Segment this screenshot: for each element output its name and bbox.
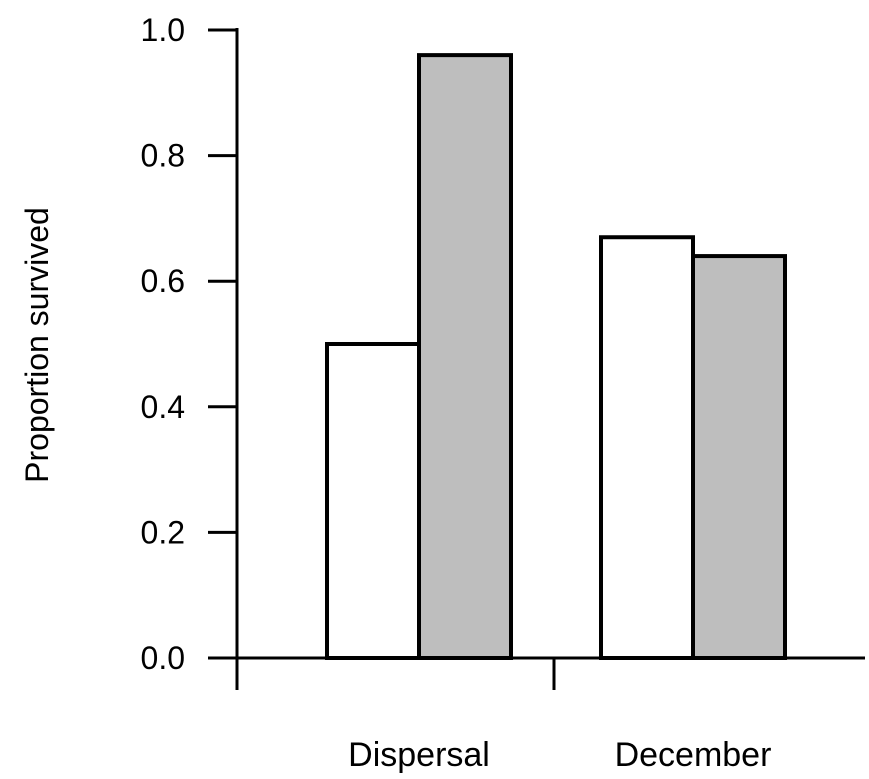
y-tick-label-0.6: 0.6 <box>141 263 185 299</box>
y-tick-label-0.0: 0.0 <box>141 640 185 676</box>
y-tick-label-0.8: 0.8 <box>141 138 185 174</box>
bar-dispersal-1 <box>325 342 421 660</box>
bar-december-2 <box>691 254 787 660</box>
bars-group <box>325 53 787 661</box>
y-tick-label-0.2: 0.2 <box>141 514 185 550</box>
y-tick-label-0.4: 0.4 <box>141 389 185 425</box>
y-axis-title: Proportion survived <box>19 207 55 483</box>
bar-december-1 <box>599 235 695 661</box>
x-category-label-december: December <box>615 736 772 774</box>
bar-dispersal-2 <box>417 53 513 661</box>
x-category-label-dispersal: Dispersal <box>348 736 490 774</box>
y-tick-label-1.0: 1.0 <box>141 12 185 48</box>
axes-group: 0.0 0.2 0.4 0.6 0.8 1.0 Dispersal December <box>141 12 865 774</box>
